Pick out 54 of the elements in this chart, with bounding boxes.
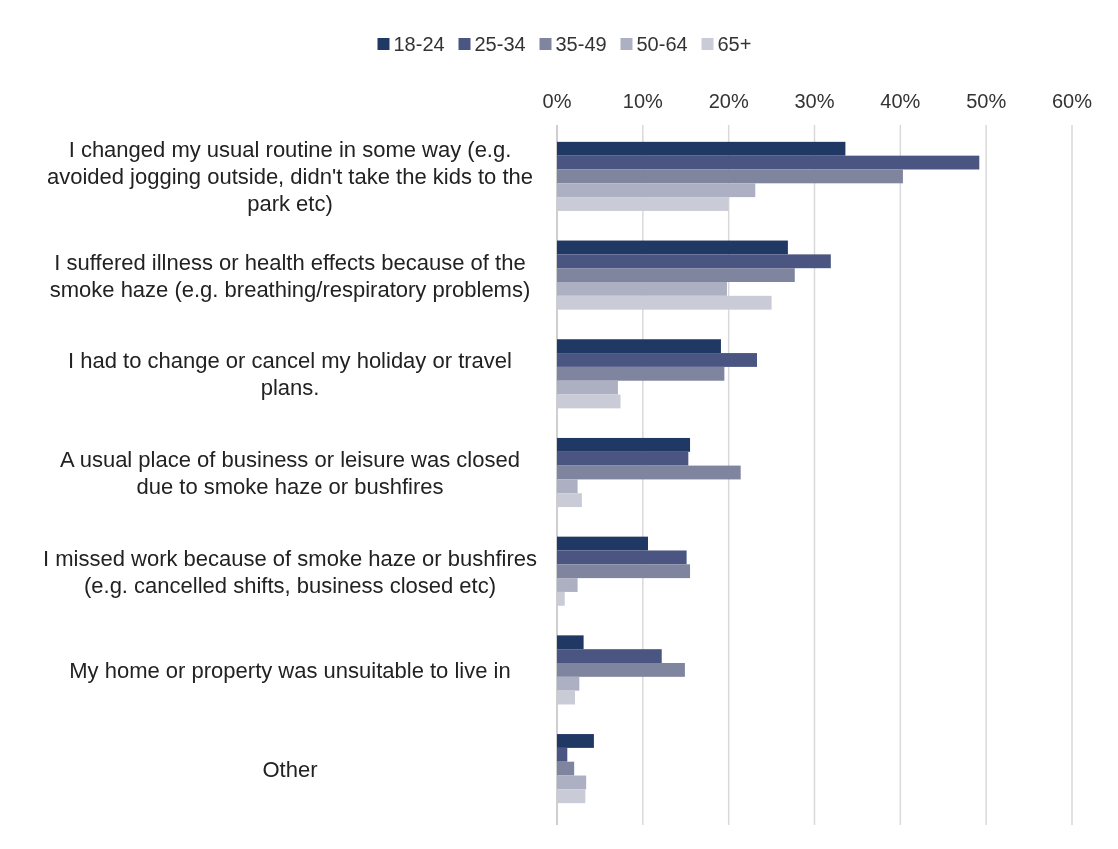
y-tick-label: I missed work because of smoke haze or bushfires (e.g. cancelled shifts, business closed etc)	[42, 545, 538, 598]
bar	[557, 169, 903, 184]
x-tick-label: 40%	[880, 90, 921, 112]
bar	[557, 394, 621, 409]
bar	[557, 761, 575, 776]
y-tick-label: I had to change or cancel my holiday or travel plans.	[68, 348, 512, 401]
bar	[557, 578, 578, 592]
bar	[557, 536, 648, 551]
bar	[557, 437, 691, 452]
bar	[557, 141, 846, 156]
x-tick-label: 50%	[966, 90, 1007, 112]
bar	[557, 734, 594, 748]
y-tick-label: I suffered illness or health effects because of the smoke haze (e.g. breathing/respiratory problems)	[49, 249, 531, 302]
bar	[557, 775, 587, 790]
bar	[557, 155, 980, 170]
legend-label: 25-34	[474, 33, 526, 55]
bar	[557, 295, 772, 310]
bar	[557, 591, 565, 606]
legend-label: 35-49	[555, 33, 607, 55]
y-tick-label: My home or property was unsuitable to live in	[69, 657, 511, 683]
legend-label: 50-64	[636, 33, 688, 55]
bar	[557, 649, 662, 663]
bar	[557, 493, 582, 508]
bar	[557, 380, 618, 395]
bar	[557, 197, 729, 211]
bar	[557, 789, 586, 804]
x-tick-label: 30%	[794, 90, 835, 112]
y-tick-label: I changed my usual routine in some way (e.g. avoided jogging outside, didn't take the kids to the park etc)	[46, 137, 534, 217]
bar	[557, 747, 568, 762]
x-tick-label: 10%	[622, 90, 664, 112]
bar	[557, 353, 757, 367]
y-tick-label: Other	[262, 756, 318, 782]
legend-label: 18-24	[393, 33, 445, 55]
bar	[557, 451, 689, 466]
bar	[557, 550, 687, 565]
bar	[557, 282, 727, 296]
bar	[557, 564, 691, 579]
legend-label: 65+	[717, 33, 752, 55]
bar	[557, 254, 831, 269]
x-tick-label: 0%	[542, 90, 572, 112]
bar	[557, 339, 721, 354]
bar	[557, 690, 576, 705]
bar	[557, 183, 756, 198]
bar	[557, 635, 584, 650]
bar	[557, 676, 580, 691]
x-tick-label: 60%	[1051, 90, 1093, 112]
bar	[557, 268, 795, 282]
bar	[557, 465, 741, 480]
bar	[557, 240, 788, 255]
y-tick-label: A usual place of business or leisure was closed due to smoke haze or bushfires	[60, 447, 520, 499]
bar	[557, 479, 578, 494]
x-tick-label: 20%	[708, 90, 749, 112]
bar	[557, 366, 725, 381]
bar	[557, 663, 685, 677]
